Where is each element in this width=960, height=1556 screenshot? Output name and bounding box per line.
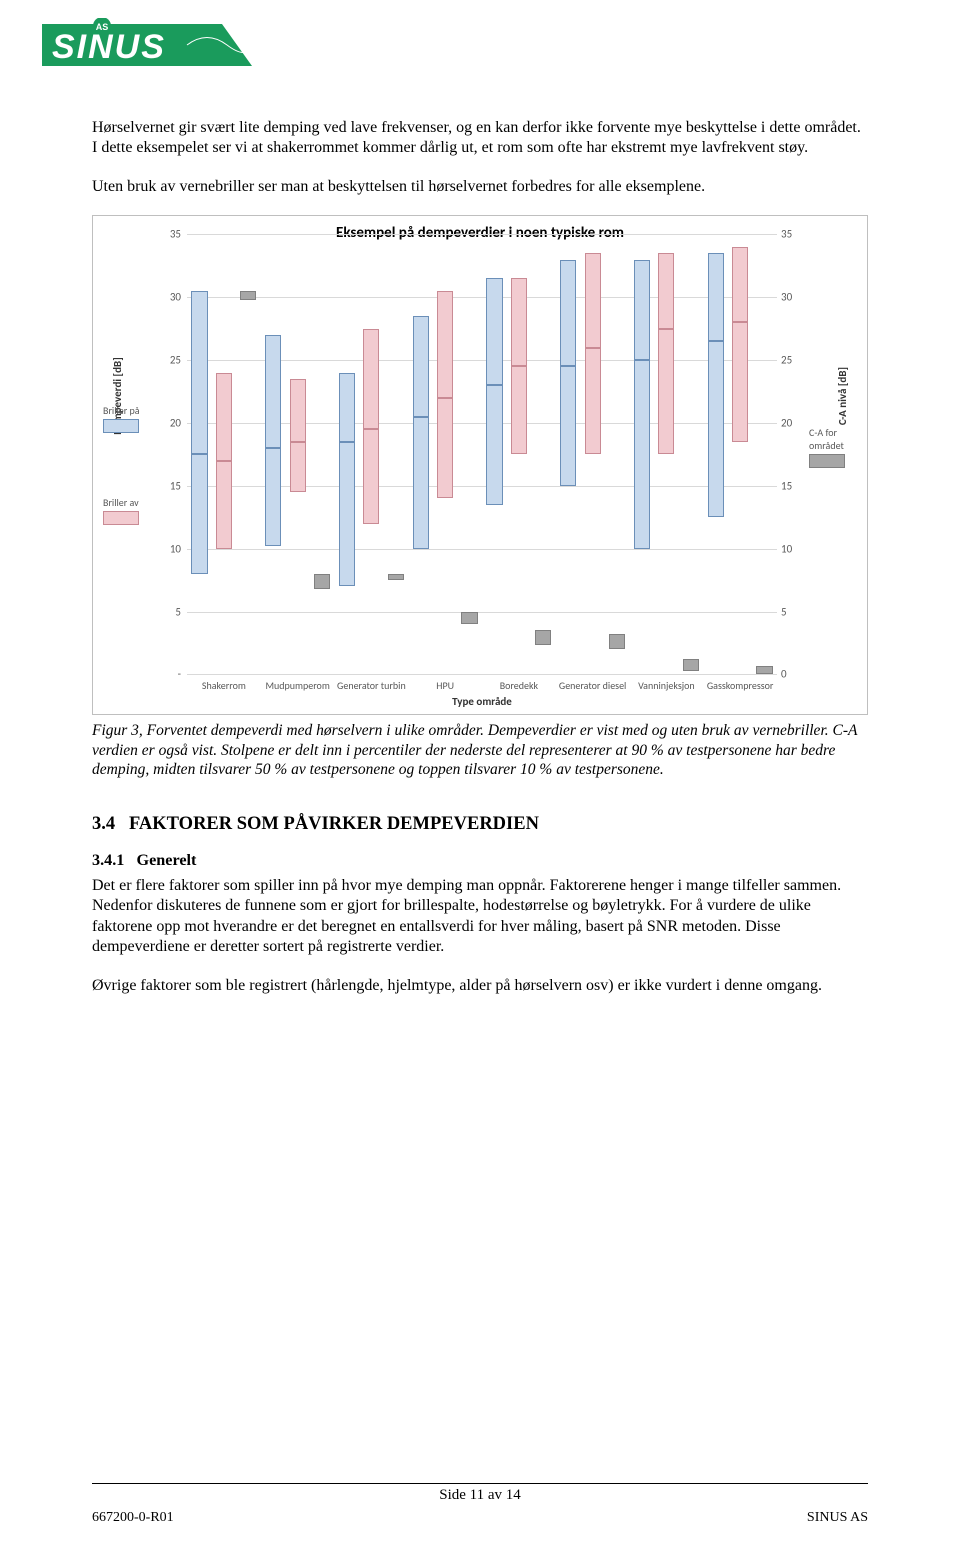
section-heading: 3.4 FAKTORER SOM PÅVIRKER DEMPEVERDIEN: [92, 814, 868, 835]
bar-segment: [634, 360, 650, 549]
bar-segment: [363, 329, 379, 430]
bar-segment: [732, 322, 748, 441]
ca-bar: [240, 291, 256, 300]
bar-segment: [658, 253, 674, 328]
legend-box-pa: [103, 419, 139, 433]
bar-segment: [216, 461, 232, 549]
ytick-right: 30: [781, 291, 801, 304]
bar-segment: [413, 417, 429, 549]
paragraph-1: Hørselvernet gir svært lite demping ved …: [92, 118, 868, 159]
gridline: [187, 674, 777, 675]
bar-segment: [560, 366, 576, 485]
legend-briller-av: Briller av: [103, 496, 139, 525]
xtick-label: Generator turbin: [337, 679, 406, 692]
ca-bar: [314, 574, 330, 589]
chart-plot-area: Type område -055101015152020252530303535…: [187, 234, 777, 674]
footer-company: SINUS AS: [807, 1510, 868, 1526]
xtick-label: Gasskompressor: [707, 679, 774, 692]
bar-segment: [732, 247, 748, 322]
ca-bar: [609, 634, 625, 649]
ytick-left: 20: [161, 416, 181, 429]
bar-segment: [511, 278, 527, 366]
ca-bar: [461, 612, 477, 625]
bar-segment: [560, 260, 576, 367]
section-body-1: Det er flere faktorer som spiller inn på…: [92, 876, 868, 958]
ytick-left: 30: [161, 291, 181, 304]
bar-segment: [290, 379, 306, 442]
gridline: [187, 234, 777, 235]
svg-text:SINUS: SINUS: [52, 28, 166, 66]
bar-segment: [658, 329, 674, 455]
subsection-heading: 3.4.1 Generelt: [92, 851, 868, 870]
ytick-right: 25: [781, 354, 801, 367]
bar-segment: [708, 253, 724, 341]
bar-segment: [585, 253, 601, 347]
sinus-logo: SINUS AS: [42, 18, 252, 66]
ytick-left: 15: [161, 479, 181, 492]
legend-box-av: [103, 511, 139, 525]
bar-segment: [486, 278, 502, 385]
bar-segment: [216, 373, 232, 461]
ytick-left: 35: [161, 228, 181, 241]
ca-bar: [535, 630, 551, 645]
figure-caption: Figur 3, Forventet dempeverdi med hørsel…: [92, 721, 868, 780]
bar-segment: [339, 373, 355, 442]
bar-segment: [413, 316, 429, 417]
bar-segment: [437, 291, 453, 398]
ca-bar: [683, 659, 699, 670]
gridline: [187, 612, 777, 613]
bar-segment: [585, 348, 601, 455]
xtick-label: HPU: [436, 679, 454, 692]
bar-segment: [265, 448, 281, 546]
ytick-left: 10: [161, 542, 181, 555]
ca-bar: [388, 574, 404, 580]
bar-segment: [634, 260, 650, 361]
xtick-label: Boredekk: [500, 679, 538, 692]
legend-box-ca: [809, 454, 845, 468]
bar-segment: [191, 291, 207, 454]
bar-segment: [437, 398, 453, 499]
bar-segment: [265, 335, 281, 448]
xtick-label: Mudpumperom: [265, 679, 329, 692]
ytick-left: -: [161, 668, 181, 681]
legend-ca: C-A for området: [809, 426, 861, 468]
ytick-left: 5: [161, 605, 181, 618]
ytick-right: 5: [781, 605, 801, 618]
footer-page-number: Side 11 av 14: [92, 1487, 868, 1504]
bar-segment: [363, 429, 379, 523]
xtick-label: Shakerrom: [202, 679, 246, 692]
ca-bar: [756, 666, 772, 675]
bar-segment: [708, 341, 724, 517]
xtick-label: Vanninjeksjon: [638, 679, 695, 692]
ytick-right: 20: [781, 416, 801, 429]
chart-ylabel-right: C-A nivå [dB]: [836, 367, 849, 425]
ytick-right: 35: [781, 228, 801, 241]
paragraph-2: Uten bruk av vernebriller ser man at bes…: [92, 177, 868, 197]
bar-segment: [339, 442, 355, 587]
ytick-right: 15: [781, 479, 801, 492]
bar-segment: [511, 366, 527, 454]
chart-xlabel: Type område: [187, 695, 777, 708]
page-footer: Side 11 av 14 667200-0-R01 SINUS AS: [92, 1483, 868, 1526]
gridline: [187, 297, 777, 298]
svg-text:AS: AS: [96, 22, 109, 32]
bar-segment: [191, 454, 207, 573]
ytick-right: 10: [781, 542, 801, 555]
legend-briller-pa: Briller på: [103, 404, 140, 433]
gridline: [187, 549, 777, 550]
ytick-left: 25: [161, 354, 181, 367]
footer-doc-id: 667200-0-R01: [92, 1510, 174, 1526]
bar-segment: [290, 442, 306, 492]
ytick-right: 0: [781, 668, 801, 681]
section-body-2: Øvrige faktorer som ble registrert (hårl…: [92, 976, 868, 996]
bar-segment: [486, 385, 502, 504]
chart-dempeverdier: Eksempel på dempeverdier i noen typiske …: [92, 215, 868, 715]
xtick-label: Generator diesel: [559, 679, 626, 692]
